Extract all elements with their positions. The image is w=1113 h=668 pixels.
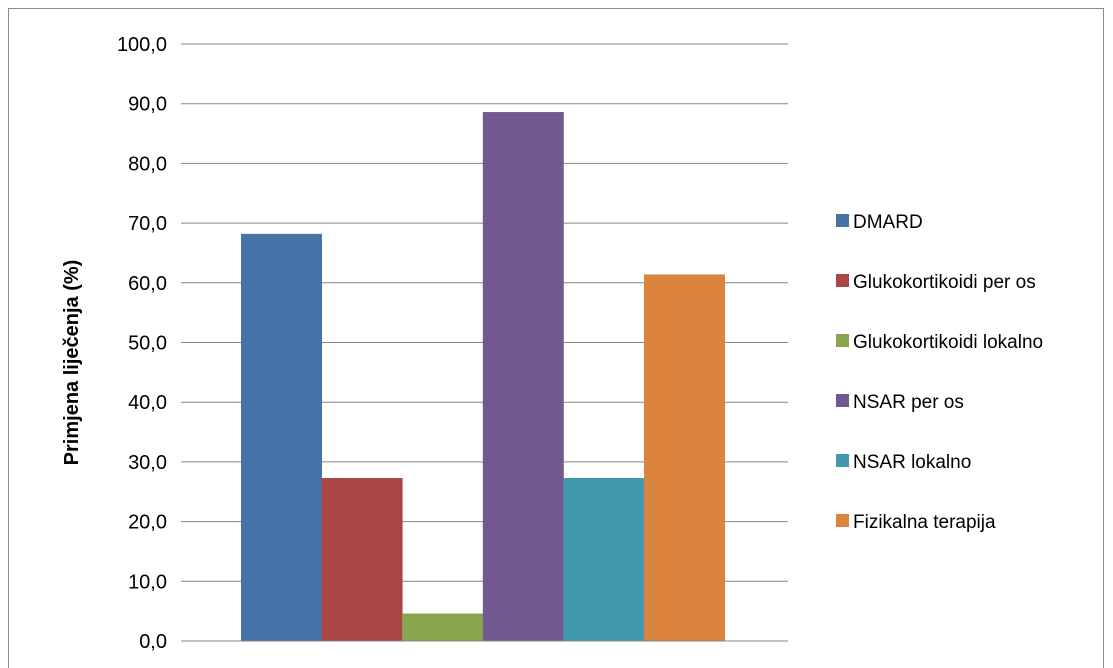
legend-label: NSAR per os: [853, 392, 964, 413]
legend-label: NSAR lokalno: [853, 452, 971, 473]
y-tick-label: 50,0: [128, 333, 167, 355]
bars: [241, 112, 725, 642]
y-tick-label: 60,0: [128, 273, 167, 295]
bar-dmard: [241, 233, 322, 641]
legend-swatch: [836, 214, 849, 227]
legend-label: Glukokortikoidi lokalno: [853, 332, 1043, 353]
y-tick-label: 100,0: [117, 34, 167, 56]
y-tick-label: 20,0: [128, 512, 167, 534]
bar-glukokortikoidi-lokalno: [402, 613, 484, 641]
bar-nsar-lokalno: [563, 478, 645, 641]
bar-fizikalna-terapija: [644, 274, 725, 641]
y-axis-title: Primjena liječenja (%): [61, 260, 83, 466]
legend-label: Fizikalna terapija: [853, 512, 996, 533]
legend-swatch: [836, 334, 849, 347]
y-tick-label: 0,0: [139, 631, 167, 653]
y-tick-label: 70,0: [128, 213, 167, 235]
legend-swatch: [836, 514, 849, 527]
y-tick-label: 10,0: [128, 571, 167, 593]
y-tick-label: 30,0: [128, 452, 167, 474]
legend-swatch: [836, 454, 849, 467]
legend-swatch: [836, 394, 849, 407]
y-tick-label: 90,0: [128, 94, 167, 116]
bar-nsar-per-os: [482, 112, 564, 642]
y-tick-label: 40,0: [128, 392, 167, 414]
y-axis-tick-labels: 0,0 10,0 20,0 30,0 40,0 50,0 60,0 70,0 80,0 90,0 1…: [117, 34, 167, 653]
legend: DMARD Glukokortikoidi per os Glukokortikoi…: [836, 212, 1043, 533]
y-tick-label: 80,0: [128, 153, 167, 175]
legend-label: Glukokortikoidi per os: [853, 272, 1036, 293]
legend-label: DMARD: [853, 212, 923, 233]
legend-swatch: [836, 274, 849, 287]
bar-glukokortikoidi-per-os: [321, 478, 403, 641]
